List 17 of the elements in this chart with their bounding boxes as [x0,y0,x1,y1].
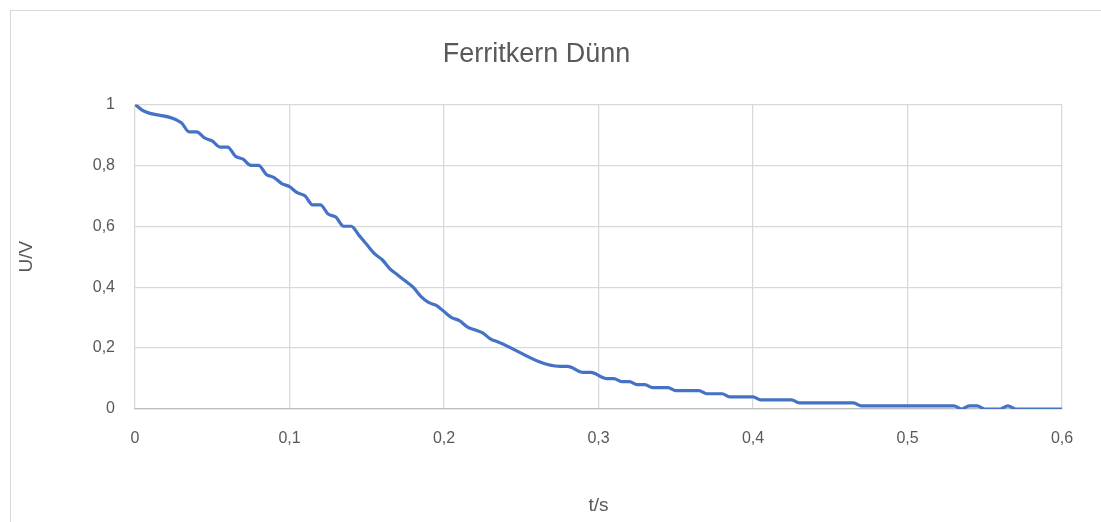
y-tick-label: 0 [106,399,116,417]
x-tick-label: 0,1 [278,429,301,447]
x-tick-label: 0,4 [741,429,765,447]
y-tick-label: 0,4 [92,277,116,295]
y-axis-title: U/V [14,240,36,273]
chart-title: Ferritkern Dünn [442,37,631,68]
y-tick-label: 0,8 [92,155,116,173]
x-tick-label: 0,6 [1050,429,1074,447]
x-tick-label: 0,5 [896,429,919,447]
x-axis-title: t/s [588,493,609,515]
y-tick-label: 0,6 [92,216,116,234]
line-series [135,104,1062,409]
y-tick-label: 0,2 [92,338,116,356]
x-tick-label: 0,2 [432,429,456,447]
y-tick-label: 1 [106,94,116,112]
x-tick-label: 0 [130,429,140,447]
x-tick-label: 0,3 [587,429,610,447]
